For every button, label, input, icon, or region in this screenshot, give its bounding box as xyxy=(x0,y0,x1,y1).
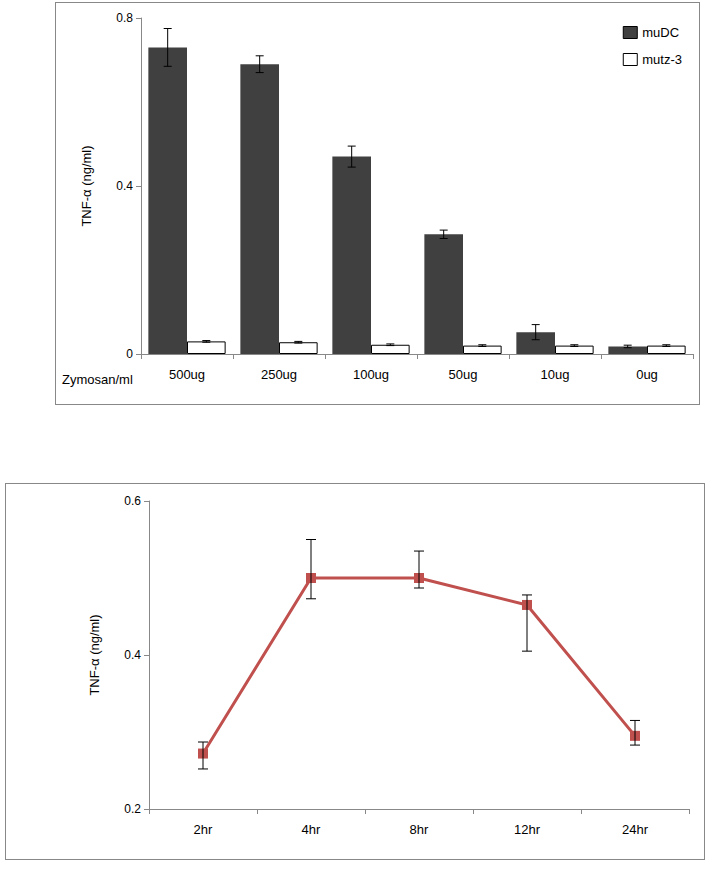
svg-text:TNF-α (ng/ml): TNF-α (ng/ml) xyxy=(79,145,94,226)
svg-text:0.6: 0.6 xyxy=(124,494,141,508)
svg-text:50ug: 50ug xyxy=(449,367,478,382)
svg-text:24hr: 24hr xyxy=(622,822,649,837)
svg-text:TNF-α (ng/ml): TNF-α (ng/ml) xyxy=(87,614,102,695)
svg-text:0.8: 0.8 xyxy=(116,11,133,25)
svg-text:0ug: 0ug xyxy=(636,367,658,382)
svg-text:Zymosan/ml: Zymosan/ml xyxy=(62,372,133,387)
svg-text:8hr: 8hr xyxy=(410,822,429,837)
svg-text:12hr: 12hr xyxy=(514,822,541,837)
svg-text:0.4: 0.4 xyxy=(124,648,141,662)
svg-text:100ug: 100ug xyxy=(353,367,389,382)
svg-text:500ug: 500ug xyxy=(169,367,205,382)
svg-text:10ug: 10ug xyxy=(541,367,570,382)
svg-text:mutz-3: mutz-3 xyxy=(642,52,682,67)
svg-text:muDC: muDC xyxy=(642,25,679,40)
svg-text:0.4: 0.4 xyxy=(116,179,133,193)
svg-text:250ug: 250ug xyxy=(261,367,297,382)
svg-text:0: 0 xyxy=(126,347,133,361)
svg-text:4hr: 4hr xyxy=(302,822,321,837)
svg-text:2hr: 2hr xyxy=(194,822,213,837)
svg-text:0.2: 0.2 xyxy=(124,802,141,816)
